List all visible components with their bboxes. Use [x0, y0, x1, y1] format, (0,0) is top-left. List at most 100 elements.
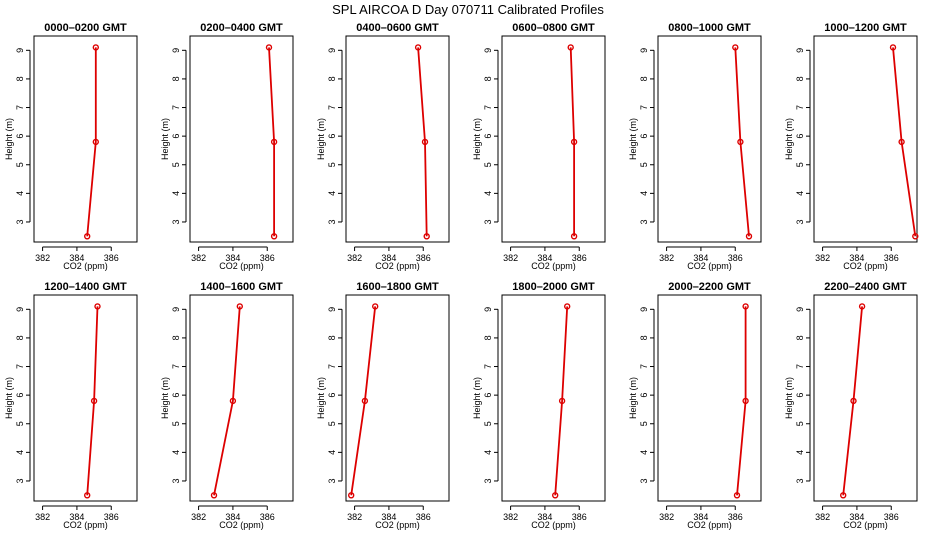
y-tick-label: 5	[795, 162, 805, 167]
data-point	[94, 303, 101, 310]
y-tick-label: 7	[795, 364, 805, 369]
y-tick-label: 7	[483, 364, 493, 369]
y-tick-label: 9	[327, 307, 337, 312]
x-tick-label: 386	[416, 253, 431, 263]
profile-line	[417, 47, 428, 237]
plot-frame	[501, 35, 606, 243]
plot-frame	[813, 294, 918, 502]
plot-frame	[189, 35, 294, 243]
profile-line	[350, 306, 377, 496]
data-point	[570, 233, 578, 240]
y-tick-label: 4	[171, 191, 181, 196]
data-point	[840, 492, 847, 499]
panel-title: 1000–1200 GMT	[824, 22, 907, 34]
y-tick-label: 9	[171, 48, 181, 53]
panel-title: 1800–2000 GMT	[512, 281, 595, 293]
panel-title: 0200–0400 GMT	[200, 22, 283, 34]
data-point	[270, 138, 278, 146]
x-tick-label: 384	[849, 512, 864, 522]
y-axis-label: Height (m)	[472, 118, 482, 160]
x-axis-label: CO2 (ppm)	[219, 520, 264, 530]
data-point	[742, 397, 749, 405]
data-point	[552, 492, 559, 499]
y-tick-label: 6	[327, 393, 337, 398]
y-tick-label: 5	[483, 162, 493, 167]
x-axis-label: CO2 (ppm)	[531, 520, 576, 530]
y-tick-label: 7	[171, 364, 181, 369]
x-tick-label: 382	[659, 512, 674, 522]
y-tick-label: 8	[483, 76, 493, 81]
y-tick-label: 5	[327, 421, 337, 426]
y-tick-label: 5	[639, 162, 649, 167]
data-point	[889, 44, 897, 51]
y-tick-label: 7	[327, 105, 337, 110]
y-tick-label: 4	[795, 191, 805, 196]
y-tick-label: 7	[171, 105, 181, 110]
y-tick-label: 7	[639, 364, 649, 369]
x-tick-label: 382	[35, 512, 50, 522]
y-tick-label: 3	[15, 219, 25, 224]
plot-frame	[33, 294, 138, 502]
x-tick-label: 386	[104, 512, 119, 522]
y-tick-label: 6	[171, 393, 181, 398]
y-tick-label: 5	[795, 421, 805, 426]
data-point	[570, 138, 578, 146]
x-tick-label: 386	[260, 253, 275, 263]
x-tick-label: 382	[503, 512, 518, 522]
y-tick-label: 5	[15, 421, 25, 426]
data-point	[236, 303, 244, 310]
y-tick-label: 9	[795, 307, 805, 312]
plot-frame	[657, 294, 762, 502]
x-tick-label: 384	[693, 253, 708, 263]
data-point	[92, 138, 100, 146]
x-tick-label: 384	[225, 512, 240, 522]
panel-title: 0400–0600 GMT	[356, 22, 439, 34]
profile-line	[892, 47, 917, 237]
y-tick-label: 3	[483, 478, 493, 483]
x-axis-label: CO2 (ppm)	[63, 261, 108, 271]
y-tick-label: 7	[483, 105, 493, 110]
x-tick-label: 386	[884, 253, 899, 263]
y-axis-label: Height (m)	[316, 118, 326, 160]
data-point	[229, 397, 237, 405]
y-tick-label: 9	[639, 48, 649, 53]
y-tick-label: 3	[15, 478, 25, 483]
y-tick-label: 6	[327, 134, 337, 139]
x-axis-label: CO2 (ppm)	[375, 520, 420, 530]
profile-line	[86, 47, 97, 237]
panel-title: 0000–0200 GMT	[44, 22, 127, 34]
x-tick-label: 382	[815, 512, 830, 522]
data-point	[265, 44, 273, 51]
y-tick-label: 6	[15, 134, 25, 139]
y-axis-label: Height (m)	[784, 377, 794, 419]
y-axis-label: Height (m)	[628, 377, 638, 419]
data-point	[912, 233, 919, 240]
profile-line	[86, 306, 99, 496]
y-tick-label: 6	[639, 134, 649, 139]
x-tick-label: 384	[381, 253, 396, 263]
y-tick-label: 8	[15, 335, 25, 340]
x-tick-label: 386	[572, 512, 587, 522]
plot-frame	[501, 294, 606, 502]
x-tick-label: 386	[572, 253, 587, 263]
y-tick-label: 9	[15, 307, 25, 312]
y-tick-label: 6	[171, 134, 181, 139]
y-tick-label: 3	[795, 478, 805, 483]
y-tick-label: 5	[171, 162, 181, 167]
y-tick-label: 3	[171, 478, 181, 483]
y-tick-label: 4	[483, 450, 493, 455]
y-tick-label: 8	[327, 335, 337, 340]
profile-line	[842, 306, 863, 496]
x-tick-label: 382	[659, 253, 674, 263]
plot-frame	[813, 35, 918, 243]
y-tick-label: 4	[639, 450, 649, 455]
data-point	[83, 233, 91, 240]
y-tick-label: 3	[795, 219, 805, 224]
y-tick-label: 6	[15, 393, 25, 398]
y-tick-label: 3	[483, 219, 493, 224]
panel-title: 2200–2400 GMT	[824, 281, 907, 293]
data-point	[737, 138, 744, 146]
data-point	[414, 44, 422, 51]
